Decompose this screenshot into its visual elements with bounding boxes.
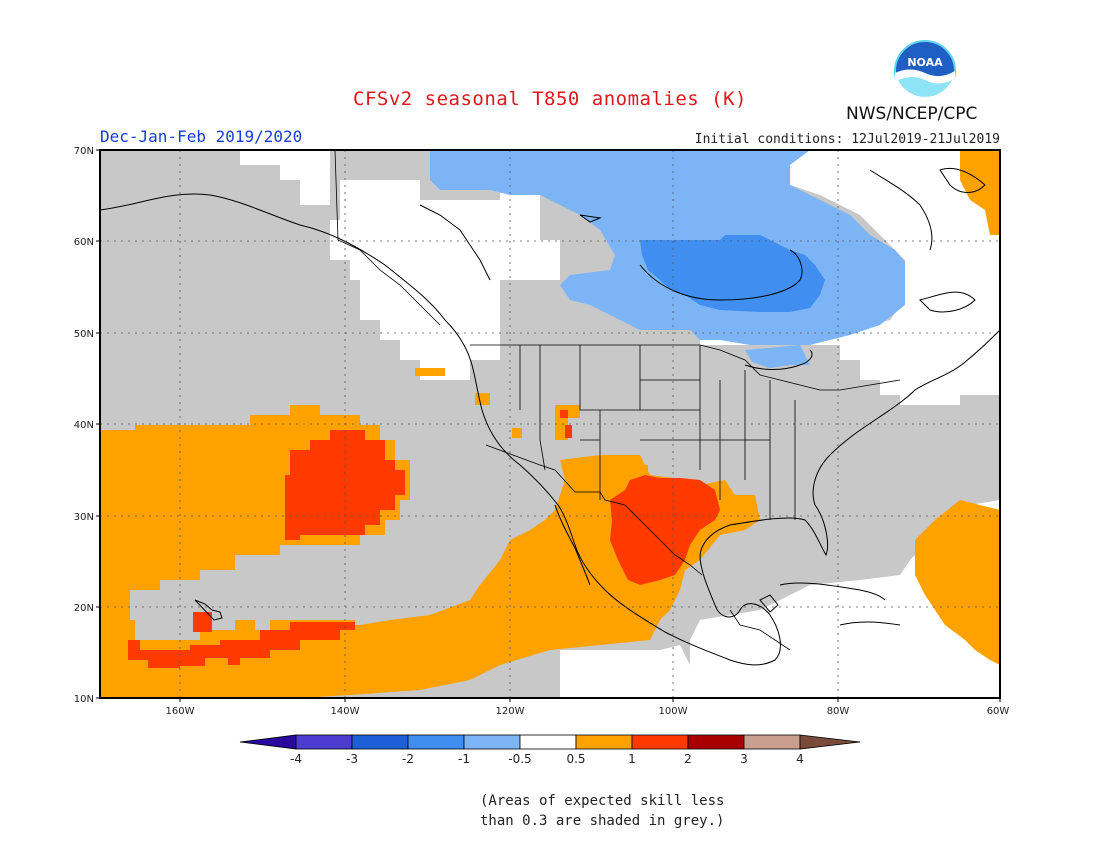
lat-label: 20N xyxy=(74,603,94,614)
orange-regions xyxy=(100,150,1000,698)
colorbar-label: 1 xyxy=(628,752,636,766)
lat-label: 10N xyxy=(74,694,94,705)
colorbar-min-arrow xyxy=(239,734,297,750)
red-regions xyxy=(128,410,720,668)
blue-regions xyxy=(640,235,825,312)
colorbar-label: 4 xyxy=(796,752,804,766)
lat-label: 30N xyxy=(74,512,94,523)
colorbar-segment xyxy=(351,734,409,750)
colorbar-segment xyxy=(743,734,801,750)
noaa-logo-icon: NOAA xyxy=(894,40,956,102)
lon-label: 100W xyxy=(659,706,688,717)
colorbar-segment xyxy=(295,734,353,750)
map-frame xyxy=(99,149,1001,699)
season-label: Dec-Jan-Feb 2019/2020 xyxy=(100,127,303,146)
gridlines xyxy=(100,150,1000,698)
colorbar-label: -1 xyxy=(458,752,470,766)
colorbar-label: 0.5 xyxy=(566,752,585,766)
colorbar-segment xyxy=(687,734,745,750)
colorbar-segment xyxy=(463,734,521,750)
coastlines xyxy=(100,167,1000,666)
lat-label: 70N xyxy=(74,146,94,157)
grey-region xyxy=(100,150,1000,698)
lon-label: 160W xyxy=(166,706,195,717)
colorbar-segment xyxy=(407,734,465,750)
lat-label: 40N xyxy=(74,420,94,431)
colorbar-max-arrow xyxy=(799,734,861,750)
lat-label: 50N xyxy=(74,329,94,340)
lon-label: 60W xyxy=(987,706,1010,717)
colorbar-label: 2 xyxy=(684,752,692,766)
colorbar xyxy=(239,734,861,750)
lon-label: 120W xyxy=(496,706,525,717)
noaa-logo-text: NOAA xyxy=(907,56,943,69)
skill-note-line: (Areas of expected skill less xyxy=(480,793,725,809)
colorbar-label: -4 xyxy=(290,752,302,766)
colorbar-segment xyxy=(631,734,689,750)
political-borders xyxy=(334,150,901,651)
light-blue-regions xyxy=(430,150,905,368)
colorbar-segment xyxy=(575,734,633,750)
map-title: CFSv2 seasonal T850 anomalies (K) xyxy=(353,88,747,110)
initial-conditions-label: Initial conditions: 12Jul2019-21Jul2019 xyxy=(694,132,1000,147)
colorbar-label: 3 xyxy=(740,752,748,766)
white-regions xyxy=(100,150,1000,698)
lat-label: 60N xyxy=(74,237,94,248)
lon-label: 140W xyxy=(331,706,360,717)
colorbar-label: -2 xyxy=(402,752,414,766)
skill-note-line: than 0.3 are shaded in grey.) xyxy=(480,813,725,829)
colorbar-segment xyxy=(519,734,577,750)
lon-label: 80W xyxy=(827,706,850,717)
colorbar-label: -3 xyxy=(346,752,358,766)
skill-note: (Areas of expected skill less than 0.3 a… xyxy=(480,791,724,831)
colorbar-label: -0.5 xyxy=(508,752,531,766)
agency-label: NWS/NCEP/CPC xyxy=(846,104,978,124)
